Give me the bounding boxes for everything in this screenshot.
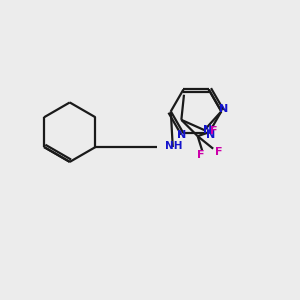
Text: N: N <box>219 104 228 114</box>
Text: N: N <box>177 130 187 140</box>
Text: N: N <box>206 130 215 140</box>
Text: N: N <box>203 125 212 135</box>
Text: F: F <box>215 147 222 157</box>
Text: F: F <box>210 126 218 136</box>
Text: F: F <box>197 150 204 160</box>
Text: NH: NH <box>165 140 182 151</box>
